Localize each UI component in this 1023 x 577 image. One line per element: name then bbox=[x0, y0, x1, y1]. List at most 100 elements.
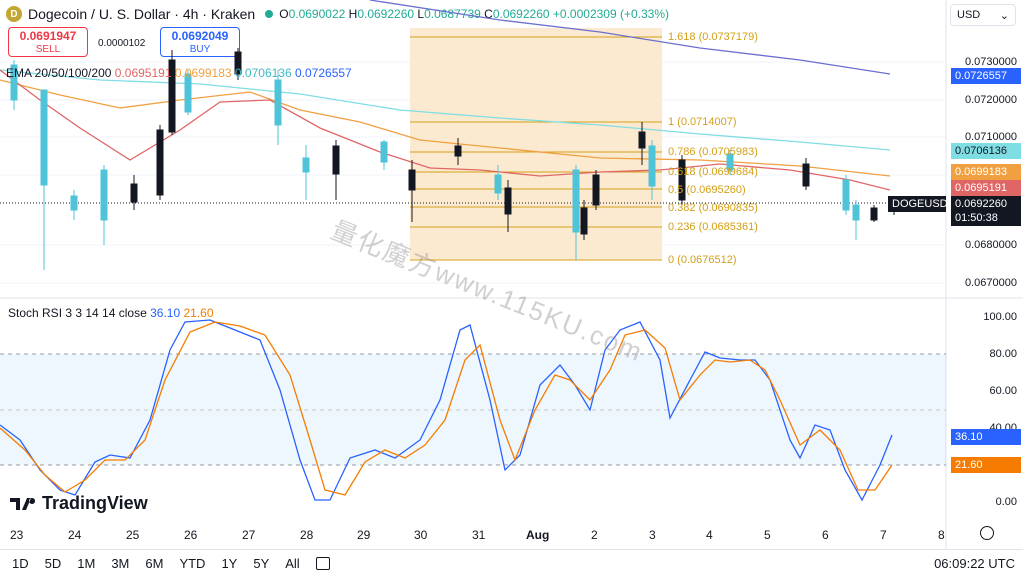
candle bbox=[638, 122, 646, 165]
range-6m-button[interactable]: 6M bbox=[145, 556, 164, 571]
range-5y-button[interactable]: 5Y bbox=[253, 556, 270, 571]
ema200-tag: 0.0726557 bbox=[951, 68, 1021, 84]
candle bbox=[504, 180, 512, 232]
candle bbox=[168, 50, 176, 135]
candle bbox=[648, 140, 656, 200]
time-label: 2 bbox=[591, 528, 598, 542]
time-label: 27 bbox=[242, 528, 256, 542]
bar-countdown: 01:50:38 bbox=[951, 210, 1021, 226]
candle bbox=[454, 138, 462, 165]
ema100-tag: 0.0706136 bbox=[951, 143, 1021, 159]
fib-label: 0 (0.0676512) bbox=[668, 254, 737, 266]
price-axis-label: 0.0730000 bbox=[965, 56, 1017, 68]
last-price-tag: 0.0692260 bbox=[951, 196, 1021, 212]
range-3m-button[interactable]: 3M bbox=[111, 556, 130, 571]
time-label: 23 bbox=[10, 528, 24, 542]
candle bbox=[70, 190, 78, 220]
candle bbox=[572, 165, 580, 260]
fib-retracement-area bbox=[410, 28, 662, 260]
candle bbox=[100, 165, 108, 245]
stoch-rsi-legend[interactable]: Stoch RSI 3 3 14 14 close 36.10 21.60 bbox=[8, 306, 214, 320]
dogecoin-logo-icon: D bbox=[6, 6, 22, 22]
fib-label: 1 (0.0714007) bbox=[668, 116, 737, 128]
candle bbox=[842, 175, 850, 215]
range-5d-button[interactable]: 5D bbox=[44, 556, 62, 571]
chart-header: D Dogecoin / U. S. Dollar · 4h · Kraken … bbox=[6, 3, 669, 25]
spread-value: 0.0000102 bbox=[98, 38, 146, 49]
price-axis-label: 0.0670000 bbox=[965, 277, 1017, 289]
ema200-line bbox=[369, 0, 891, 75]
stoch-d-tag: 21.60 bbox=[951, 457, 1021, 473]
candle bbox=[408, 160, 416, 222]
range-1d-button[interactable]: 1D bbox=[12, 556, 29, 571]
time-label: 30 bbox=[414, 528, 428, 542]
range-1m-button[interactable]: 1M bbox=[77, 556, 96, 571]
stoch-d-line bbox=[0, 321, 893, 496]
currency-select[interactable]: USD ⌄ bbox=[950, 4, 1016, 26]
candle bbox=[494, 165, 502, 200]
settings-gear-icon[interactable] bbox=[980, 526, 994, 540]
candle bbox=[184, 70, 192, 115]
price-axis-label: 0.0710000 bbox=[965, 131, 1017, 143]
fib-label: 0.786 (0.0705983) bbox=[668, 146, 758, 158]
symbol-tag: DOGEUSD bbox=[888, 196, 948, 212]
ema-legend[interactable]: EMA 20/50/100/200 0.0695191 0.0699183 0.… bbox=[6, 66, 352, 80]
stoch-axis-label: 100.00 bbox=[983, 311, 1017, 323]
fib-label: 0.5 (0.0695260) bbox=[668, 184, 746, 196]
candle bbox=[726, 150, 734, 175]
range-all-button[interactable]: All bbox=[285, 556, 300, 571]
stoch-axis-label: 0.00 bbox=[995, 496, 1017, 508]
stoch-k-line bbox=[0, 319, 893, 502]
ema50-line bbox=[0, 79, 891, 177]
candle bbox=[802, 158, 810, 190]
range-ytd-button[interactable]: YTD bbox=[179, 556, 206, 571]
chevron-down-icon: ⌄ bbox=[999, 10, 1009, 22]
time-label: 4 bbox=[706, 528, 713, 542]
time-label: 25 bbox=[126, 528, 140, 542]
tradingview-logo: TradingView bbox=[10, 493, 148, 514]
time-label: 8 bbox=[938, 528, 945, 542]
candle bbox=[302, 145, 310, 200]
utc-clock[interactable]: 06:09:22 UTC bbox=[934, 556, 1015, 571]
range-1y-button[interactable]: 1Y bbox=[221, 556, 238, 571]
ohlc-readout: O0.0690022 H0.0692260 L0.0687739 C0.0692… bbox=[279, 7, 669, 21]
candle bbox=[580, 200, 588, 240]
stoch-axis-label: 60.00 bbox=[989, 385, 1017, 397]
fib-label: 0.236 (0.0685361) bbox=[668, 221, 758, 233]
ema100-line bbox=[0, 69, 891, 151]
buy-button[interactable]: 0.0692049 BUY bbox=[160, 27, 240, 57]
market-status-icon bbox=[265, 10, 274, 18]
time-label: 3 bbox=[649, 528, 656, 542]
candle bbox=[332, 140, 340, 200]
candle bbox=[592, 170, 600, 210]
date-range-calendar-icon[interactable] bbox=[315, 557, 330, 570]
candle bbox=[130, 175, 138, 210]
stoch-axis-label: 80.00 bbox=[989, 348, 1017, 360]
candle bbox=[156, 125, 164, 200]
fib-label: 1.618 (0.0737179) bbox=[668, 31, 758, 43]
ema50-tag: 0.0699183 bbox=[951, 164, 1021, 180]
time-label: 29 bbox=[357, 528, 371, 542]
stoch-k-tag: 36.10 bbox=[951, 429, 1021, 445]
fib-label: 0.618 (0.0699684) bbox=[668, 166, 758, 178]
time-label: 31 bbox=[472, 528, 486, 542]
sell-button[interactable]: 0.0691947 SELL bbox=[8, 27, 88, 57]
candle bbox=[380, 140, 388, 170]
symbol-title[interactable]: Dogecoin / U. S. Dollar · 4h · Kraken bbox=[28, 6, 256, 22]
candle bbox=[234, 48, 242, 80]
time-label: 24 bbox=[68, 528, 82, 542]
price-axis-label: 0.0680000 bbox=[965, 239, 1017, 251]
time-label: 26 bbox=[184, 528, 198, 542]
ema20-tag: 0.0695191 bbox=[951, 180, 1021, 196]
time-label: Aug bbox=[526, 528, 550, 542]
candle bbox=[10, 60, 18, 110]
time-label: 7 bbox=[880, 528, 887, 542]
fib-label: 0.382 (0.0690835) bbox=[668, 202, 758, 214]
price-axis-label: 0.0720000 bbox=[965, 94, 1017, 106]
tradingview-logo-icon bbox=[10, 497, 36, 510]
candle bbox=[274, 70, 282, 145]
time-label: 5 bbox=[764, 528, 771, 542]
time-label: 6 bbox=[822, 528, 829, 542]
candle bbox=[852, 200, 860, 240]
